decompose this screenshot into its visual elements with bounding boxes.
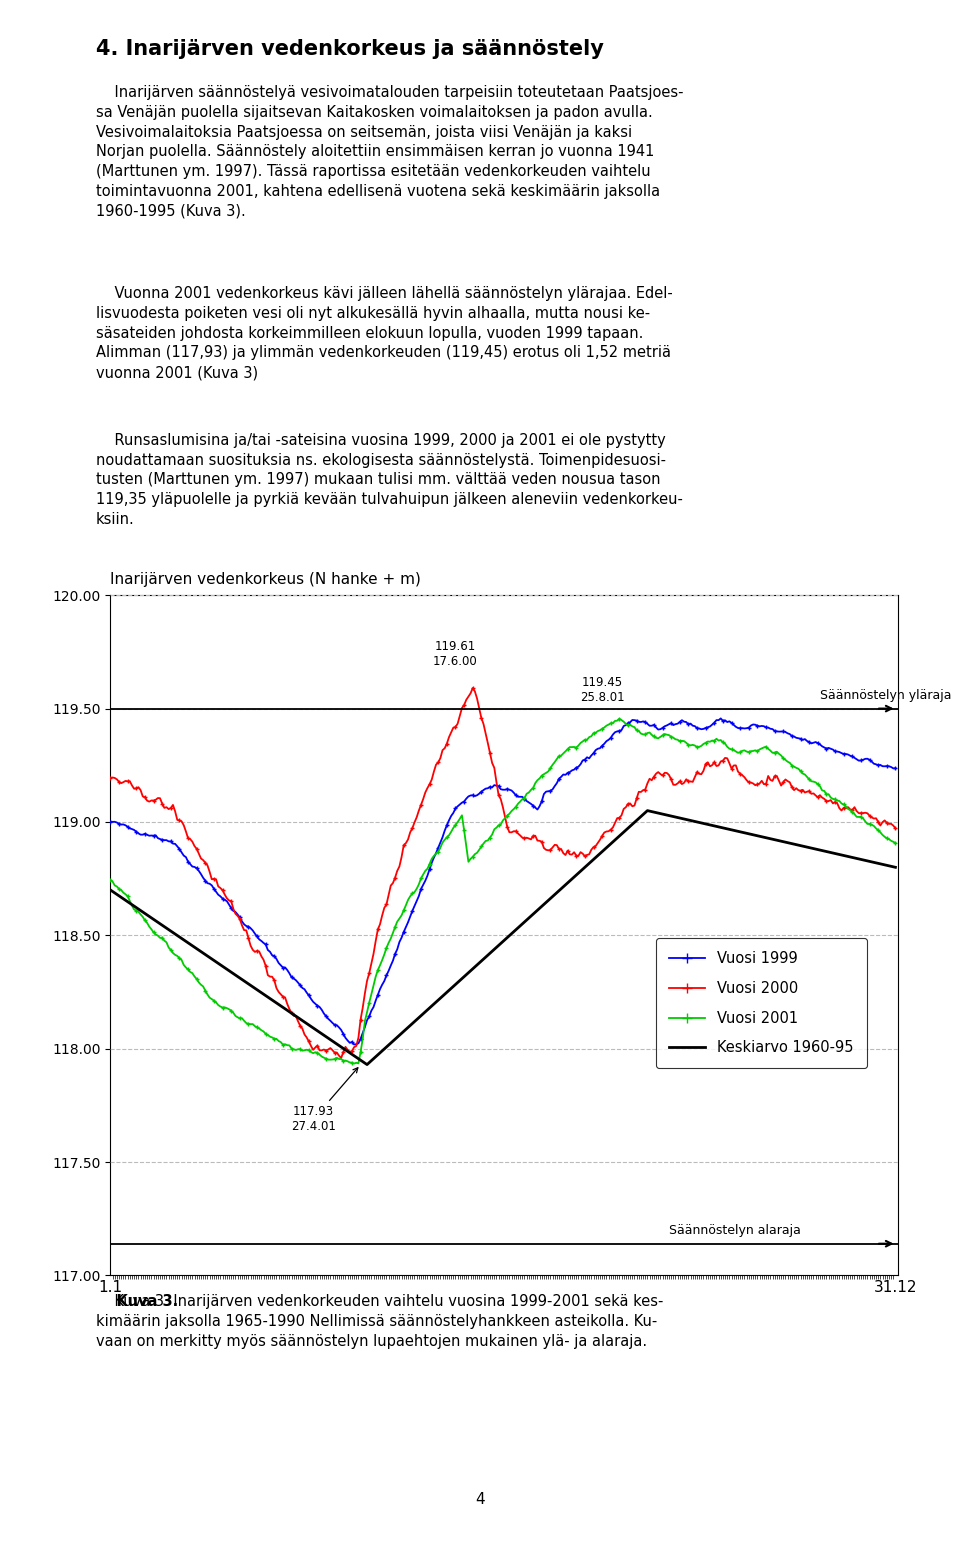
- Text: Runsaslumisina ja/tai -sateisina vuosina 1999, 2000 ja 2001 ei ole pystytty
noud: Runsaslumisina ja/tai -sateisina vuosina…: [96, 433, 683, 527]
- Line: Keskiarvo 1960-95: Keskiarvo 1960-95: [110, 810, 896, 1065]
- Text: Kuva 3. Inarijärven vedenkorkeuden vaihtelu vuosina 1999-2001 sekä kes-
kimäärin: Kuva 3. Inarijärven vedenkorkeuden vaiht…: [96, 1294, 663, 1348]
- Vuosi 2001: [420, 861, 431, 880]
- Text: Kuva 3.: Kuva 3.: [96, 1294, 179, 1309]
- Keskiarvo 1960-95: [105, 881, 116, 900]
- Vuosi 2000: [271, 979, 282, 997]
- Vuosi 1999: [420, 872, 431, 890]
- Keskiarvo 1960-95: [857, 850, 869, 869]
- Vuosi 1999: [105, 812, 116, 830]
- Vuosi 1999: [781, 724, 793, 742]
- Vuosi 1999: [348, 1036, 360, 1054]
- Keskiarvo 1960-95: [321, 1028, 332, 1047]
- Keskiarvo 1960-95: [361, 1056, 372, 1074]
- Keskiarvo 1960-95: [420, 1002, 431, 1020]
- Line: Vuosi 1999: Vuosi 1999: [108, 716, 898, 1047]
- Text: Inarijärven vedenkorkeus (N hanke + m): Inarijärven vedenkorkeus (N hanke + m): [110, 572, 421, 587]
- Vuosi 2001: [105, 870, 116, 889]
- Vuosi 2000: [335, 1048, 347, 1067]
- Text: 4: 4: [475, 1492, 485, 1507]
- Text: Säännöstelyn yläraja: Säännöstelyn yläraja: [820, 690, 951, 702]
- Vuosi 1999: [890, 759, 901, 778]
- Line: Vuosi 2000: Vuosi 2000: [108, 686, 898, 1061]
- Vuosi 2001: [348, 1054, 360, 1073]
- Vuosi 1999: [715, 710, 727, 728]
- Vuosi 2000: [781, 771, 793, 790]
- Vuosi 2001: [613, 710, 625, 728]
- Keskiarvo 1960-95: [890, 858, 901, 877]
- Vuosi 2001: [321, 1050, 332, 1068]
- Vuosi 2001: [857, 809, 869, 827]
- Keskiarvo 1960-95: [641, 801, 653, 819]
- Vuosi 2001: [781, 753, 793, 771]
- Keskiarvo 1960-95: [423, 999, 435, 1017]
- Vuosi 2000: [890, 819, 901, 838]
- Keskiarvo 1960-95: [781, 833, 793, 852]
- Keskiarvo 1960-95: [271, 994, 282, 1013]
- Text: Säännöstelyn alaraja: Säännöstelyn alaraja: [669, 1224, 801, 1237]
- Vuosi 1999: [857, 750, 869, 768]
- Vuosi 2001: [890, 833, 901, 852]
- Text: 117.93
27.4.01: 117.93 27.4.01: [291, 1068, 358, 1133]
- Vuosi 1999: [271, 949, 282, 968]
- Vuosi 2000: [467, 679, 478, 697]
- Vuosi 2000: [420, 784, 431, 802]
- Vuosi 2000: [857, 804, 869, 822]
- Vuosi 1999: [321, 1006, 332, 1025]
- Text: Vuonna 2001 vedenkorkeus kävi jälleen lähellä säännöstelyn ylärajaa. Edel-
lisvu: Vuonna 2001 vedenkorkeus kävi jälleen lä…: [96, 286, 673, 400]
- Vuosi 2001: [423, 855, 435, 873]
- Text: 119.61
17.6.00: 119.61 17.6.00: [433, 640, 478, 668]
- Text: Inarijärven säännöstelyä vesivoimatalouden tarpeisiin toteutetaan Paatsjoes-
sa : Inarijärven säännöstelyä vesivoimataloud…: [96, 85, 684, 238]
- Vuosi 2000: [423, 775, 435, 793]
- Vuosi 1999: [423, 860, 435, 878]
- Vuosi 2001: [271, 1030, 282, 1048]
- Line: Vuosi 2001: Vuosi 2001: [108, 717, 898, 1065]
- Vuosi 2000: [321, 1042, 332, 1061]
- Vuosi 2000: [105, 768, 116, 787]
- Text: 4. Inarijärven vedenkorkeus ja säännöstely: 4. Inarijärven vedenkorkeus ja säännöste…: [96, 39, 604, 59]
- Legend: Vuosi 1999, Vuosi 2000, Vuosi 2001, Keskiarvo 1960-95: Vuosi 1999, Vuosi 2000, Vuosi 2001, Kesk…: [656, 938, 867, 1068]
- Text: 119.45
25.8.01: 119.45 25.8.01: [580, 676, 624, 703]
